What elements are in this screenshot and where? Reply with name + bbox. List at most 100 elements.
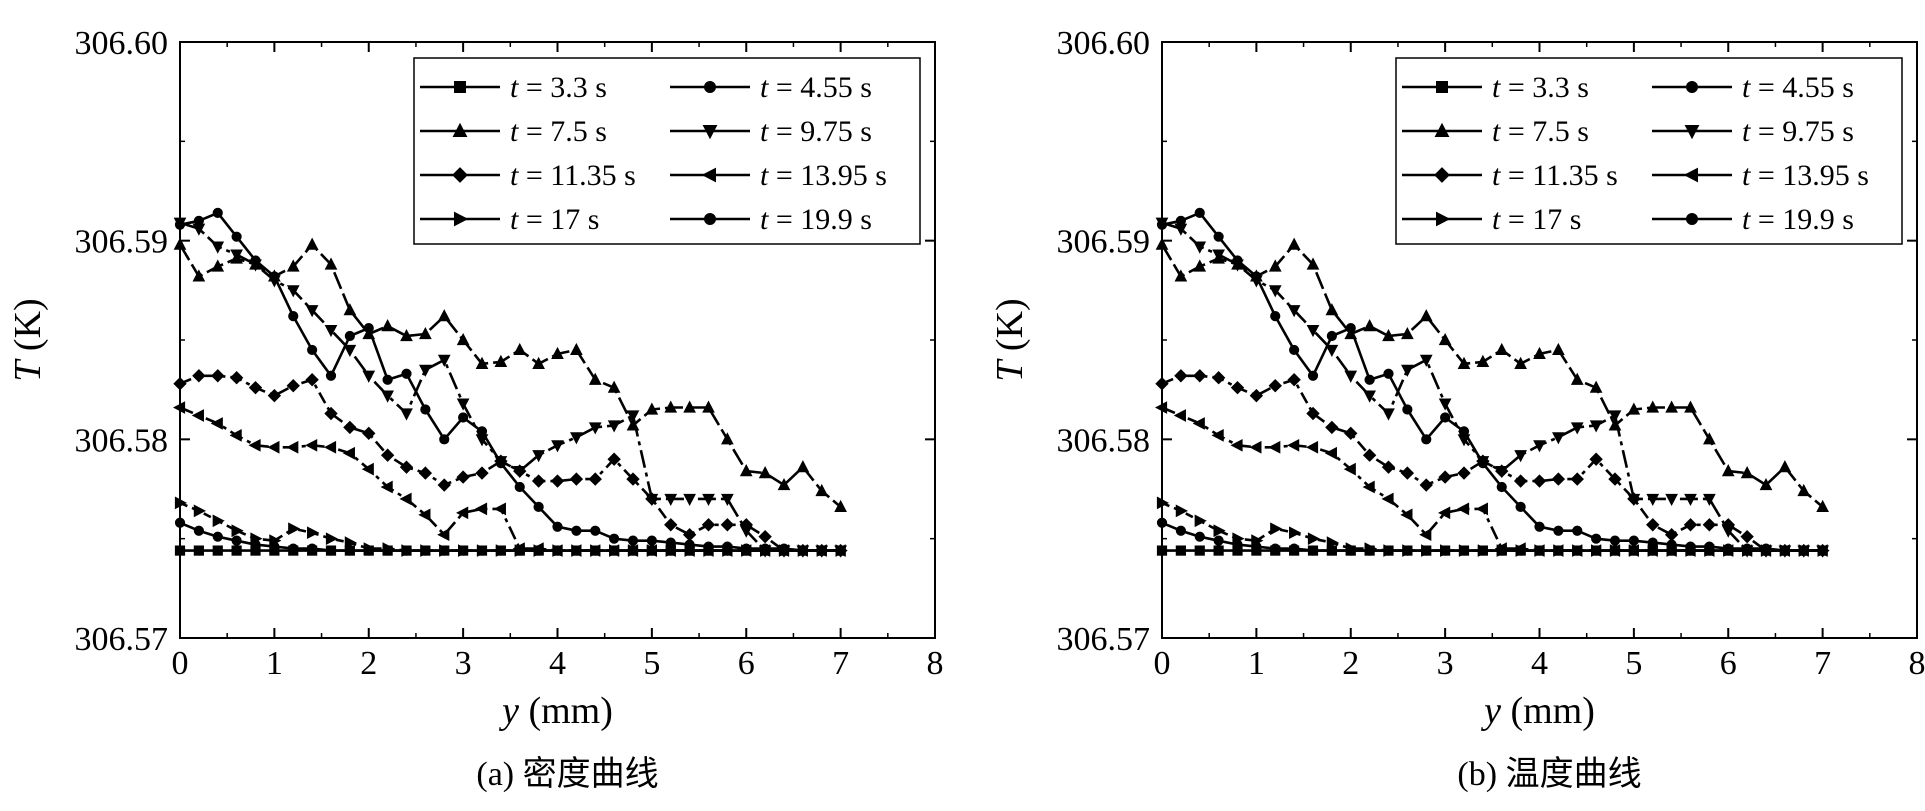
data-point [212,514,225,528]
legend-label-var: t [760,203,769,236]
y-axis-var: T [989,358,1031,382]
data-point [569,472,584,486]
data-point [1175,525,1186,536]
data-point [174,545,186,556]
data-point [1457,466,1471,480]
data-point [797,545,808,556]
data-point [305,305,319,318]
data-point [248,438,261,452]
y-axis-unit: (K) [7,298,49,351]
legend-label: t = 4.55 s [760,71,872,104]
legend-label-var: t [1742,159,1751,192]
data-point [1175,504,1188,518]
data-point [173,237,187,250]
data-point [1345,542,1358,555]
data-point [1742,543,1753,554]
data-point [192,369,206,383]
data-point [458,544,471,557]
data-point [325,370,337,381]
data-point [380,480,393,494]
data-point [400,408,413,421]
legend-label-value: = 7.5 s [1500,115,1589,148]
x-tick-label: 2 [1342,645,1359,682]
data-point [1646,518,1660,532]
legend-entry: t = 19.9 s [670,203,872,236]
data-point [250,532,263,546]
y-tick-label: 306.59 [1057,224,1151,261]
data-point [439,434,450,445]
data-point [474,502,488,516]
data-point [212,531,223,542]
data-point [1759,477,1773,491]
data-point [758,529,772,544]
legend-label-value: = 11.35 s [518,159,635,192]
data-point [1362,448,1377,462]
data-point [1363,390,1376,403]
data-point [1608,410,1622,423]
data-point [1740,529,1754,544]
x-tick-label: 3 [455,645,472,682]
data-point [1721,518,1735,532]
data-point [1703,493,1716,506]
data-point [1609,544,1623,557]
data-point [1211,429,1224,442]
y-axis-unit: (K) [989,298,1031,351]
data-point [439,544,452,557]
data-point [607,380,621,393]
data-point [1513,474,1528,488]
data-point [172,401,186,414]
data-point [1211,371,1226,385]
data-point [173,377,187,391]
data-point [627,544,641,557]
legend-entry: t = 9.75 s [1652,115,1854,148]
data-point [1570,422,1584,435]
data-point [380,448,395,462]
legend-marker [454,211,469,227]
data-point [456,470,470,484]
data-point [721,432,734,445]
data-point [1155,237,1169,250]
x-axis-space [519,690,529,732]
data-point [1666,539,1677,550]
x-tick-label: 6 [1720,645,1737,682]
data-point [1778,460,1792,473]
data-point [1496,481,1507,493]
legend-marker [704,81,716,93]
data-point [1270,543,1281,554]
data-point [1306,406,1320,421]
data-point [1192,417,1205,430]
legend-entry: t = 17 s [420,203,599,236]
data-point [777,477,791,491]
data-point [1307,545,1319,556]
data-point [193,525,204,536]
data-point [1553,544,1566,557]
legend-label-value: = 3.3 s [1500,71,1589,104]
data-point [1287,305,1301,318]
data-point [1212,249,1225,262]
data-point [1646,493,1660,506]
data-point [286,379,300,393]
data-point [1193,241,1207,254]
legend-label-var: t [1742,203,1751,236]
data-point [493,502,506,516]
data-point [1193,259,1207,272]
x-axis-title: y (mm) [1480,690,1595,732]
figure-caption: (b) 温度曲线 [1457,755,1641,793]
data-point [1287,438,1300,452]
data-point [1514,450,1527,463]
data-point [1419,478,1433,492]
data-point [1325,344,1339,357]
data-point [1779,545,1790,556]
data-point [193,504,206,518]
data-point [343,303,357,316]
data-point [739,518,753,532]
data-point [420,544,433,557]
series-8 [1156,207,1828,556]
data-point [1440,544,1453,557]
data-point [627,535,639,546]
data-point [1496,544,1509,557]
x-tick-label: 7 [832,645,849,682]
legend-marker [452,122,468,137]
x-axis-var: y [498,690,519,732]
data-point [646,535,657,546]
